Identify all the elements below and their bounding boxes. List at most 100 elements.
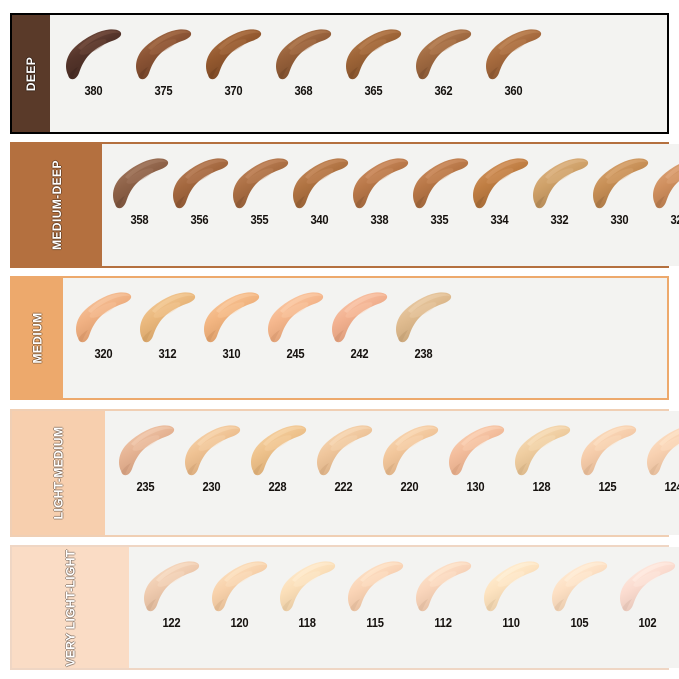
shade-swatch-cell[interactable]: 368	[268, 23, 338, 98]
shade-swatch-cell[interactable]: 124	[641, 419, 679, 494]
shade-code-label: 370	[224, 83, 242, 98]
foundation-swatch-shape	[332, 292, 388, 343]
category-tab-medium[interactable]: MEDIUM	[12, 278, 64, 398]
shade-row-very-light-light: VERY LIGHT-LIGHT 122 120 118 115 112 110 105 102	[10, 545, 679, 670]
shade-swatch-color	[181, 419, 243, 481]
shade-swatch-color	[72, 286, 134, 348]
foundation-swatch-shape	[348, 561, 404, 612]
shade-code-label: 380	[84, 83, 102, 98]
shade-swatch-color	[62, 23, 124, 85]
shade-row-body: 380 375 370 368 365 362 360	[50, 15, 667, 132]
foundation-swatch-shape	[268, 292, 324, 343]
shade-code-label: 340	[310, 212, 329, 227]
shade-swatch-cell[interactable]: 105	[545, 555, 613, 630]
shade-swatch-cell[interactable]: 238	[391, 286, 455, 361]
shade-code-label: 105	[570, 615, 589, 630]
shade-swatch-color	[264, 286, 326, 348]
shade-swatch-cell[interactable]: 118	[273, 555, 341, 630]
shade-swatch-cell[interactable]: 128	[509, 419, 575, 494]
shade-swatch-cell[interactable]: 242	[327, 286, 391, 361]
shade-swatch-color	[577, 419, 639, 481]
shade-swatch-cell[interactable]: 320	[71, 286, 135, 361]
foundation-swatch-shape	[76, 292, 132, 343]
shade-swatch-cell[interactable]: 362	[408, 23, 478, 98]
shade-swatch-cell[interactable]: 332	[530, 152, 590, 227]
shade-swatch-color	[349, 152, 411, 214]
shade-swatch-color	[643, 419, 679, 481]
category-tab-light-medium[interactable]: LIGHT-MEDIUM	[12, 411, 105, 535]
shade-code-label: 125	[598, 479, 617, 494]
category-tab-label: MEDIUM-DEEP	[49, 160, 64, 250]
foundation-swatch-shape	[412, 158, 468, 209]
shade-swatch-color	[480, 555, 542, 617]
shade-swatch-cell[interactable]: 335	[410, 152, 470, 227]
shade-row-light-medium: LIGHT-MEDIUM 235 230 228 222 220 130 128 125 124	[10, 409, 679, 537]
foundation-swatch-shape	[592, 158, 648, 209]
shade-swatch-color	[482, 23, 544, 85]
category-tab-deep[interactable]: DEEP	[12, 15, 50, 132]
shade-swatch-cell[interactable]: 230	[179, 419, 245, 494]
shade-row-body: 358 356 355 340 338 335 334 332 330 322	[101, 144, 679, 266]
shade-swatch-color	[202, 23, 264, 85]
shade-swatch-cell[interactable]: 355	[230, 152, 290, 227]
shade-swatch-color	[445, 419, 507, 481]
shade-swatch-cell[interactable]: 222	[311, 419, 377, 494]
shade-swatch-cell[interactable]: 365	[338, 23, 408, 98]
shade-swatch-cell[interactable]: 330	[590, 152, 650, 227]
foundation-swatch-shape	[250, 425, 306, 476]
foundation-swatch-shape	[118, 425, 174, 476]
shade-swatch-color	[548, 555, 610, 617]
category-tab-very-light-light[interactable]: VERY LIGHT-LIGHT	[12, 547, 130, 668]
shade-swatch-cell[interactable]: 338	[350, 152, 410, 227]
shade-swatch-cell[interactable]: 130	[443, 419, 509, 494]
foundation-swatch-shape	[652, 163, 679, 209]
shade-code-label: 368	[294, 83, 312, 98]
shade-swatch-color	[412, 23, 474, 85]
shade-swatch-cell[interactable]: 312	[135, 286, 199, 361]
shade-swatch-cell[interactable]: 340	[290, 152, 350, 227]
shade-code-label: 322	[670, 212, 679, 227]
shade-swatch-cell[interactable]: 375	[128, 23, 198, 98]
foundation-swatch-shape	[352, 158, 408, 209]
shade-code-label: 335	[430, 212, 449, 227]
shade-swatch-color	[132, 23, 194, 85]
shade-code-label: 338	[370, 212, 389, 227]
shade-swatch-cell[interactable]: 102	[613, 555, 679, 630]
shade-code-label: 120	[230, 615, 249, 630]
shade-swatch-cell[interactable]: 380	[58, 23, 128, 98]
shade-swatch-cell[interactable]: 228	[245, 419, 311, 494]
shade-swatch-color	[511, 419, 573, 481]
foundation-swatch-shape	[472, 158, 528, 209]
shade-swatch-color	[379, 419, 441, 481]
shade-swatch-cell[interactable]: 356	[170, 152, 230, 227]
shade-swatch-cell[interactable]: 112	[409, 555, 477, 630]
shade-swatch-cell[interactable]: 120	[205, 555, 273, 630]
shade-swatch-cell[interactable]: 110	[477, 555, 545, 630]
shade-swatch-cell[interactable]: 220	[377, 419, 443, 494]
shade-swatch-cell[interactable]: 370	[198, 23, 268, 98]
foundation-swatch-shape	[136, 29, 192, 80]
foundation-swatch-shape	[396, 292, 452, 343]
shade-swatch-color	[272, 23, 334, 85]
shade-swatch-cell[interactable]: 122	[137, 555, 205, 630]
shade-swatch-color	[589, 152, 651, 214]
shade-swatch-cell[interactable]: 245	[263, 286, 327, 361]
category-tab-label: MEDIUM	[30, 312, 45, 364]
shade-code-label: 122	[162, 615, 181, 630]
shade-swatch-cell[interactable]: 358	[110, 152, 170, 227]
shade-code-label: 355	[250, 212, 269, 227]
shade-swatch-color	[115, 419, 177, 481]
shade-swatch-cell[interactable]: 310	[199, 286, 263, 361]
shade-swatch-cell[interactable]: 334	[470, 152, 530, 227]
shade-swatch-cell[interactable]: 115	[341, 555, 409, 630]
shade-swatch-cell[interactable]: 235	[113, 419, 179, 494]
shade-row-body: 122 120 118 115 112 110 105 102	[129, 547, 679, 668]
foundation-swatch-shape	[184, 425, 240, 476]
foundation-swatch-shape	[66, 29, 122, 80]
shade-swatch-cell[interactable]: 125	[575, 419, 641, 494]
foundation-swatch-shape	[172, 158, 228, 209]
shade-swatch-cell[interactable]: 322	[650, 152, 679, 227]
shade-swatch-cell[interactable]: 360	[478, 23, 548, 98]
category-tab-medium-deep[interactable]: MEDIUM-DEEP	[12, 144, 102, 266]
shade-code-label: 242	[350, 346, 368, 361]
